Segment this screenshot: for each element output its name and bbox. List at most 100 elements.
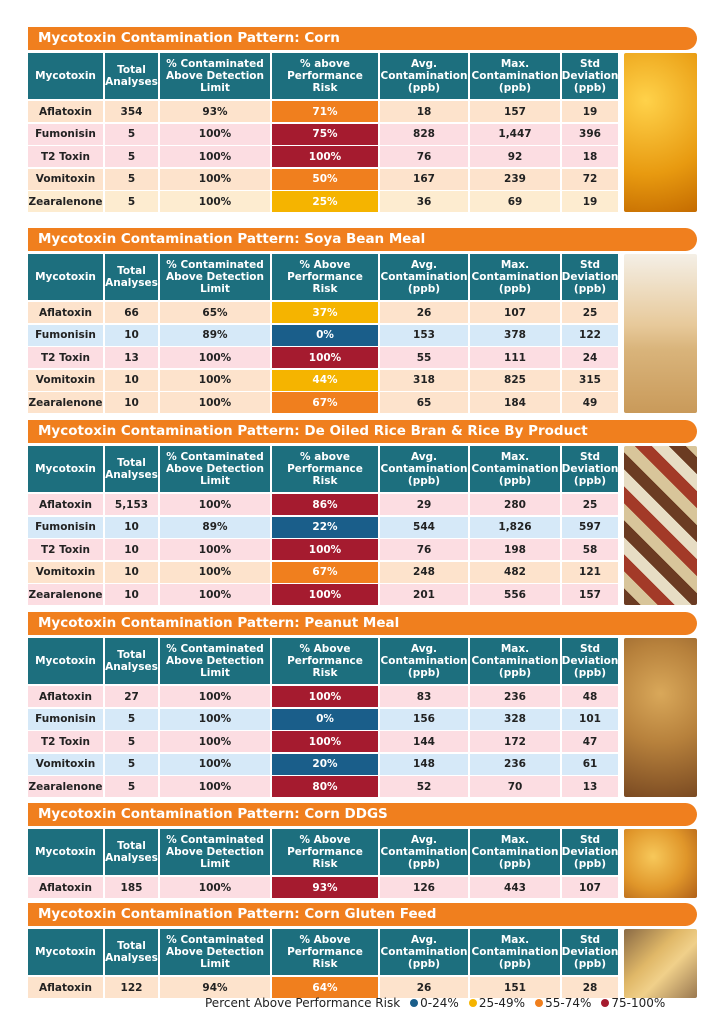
column-header: Avg. Contamination (ppb) (380, 53, 468, 99)
table-cell: T2 Toxin (28, 347, 103, 369)
column-header: Std Deviation (ppb) (562, 446, 618, 492)
table-cell: 100% (160, 686, 270, 708)
table-cell: 10 (105, 516, 158, 538)
table-cell: 100% (160, 753, 270, 775)
table-cell: T2 Toxin (28, 731, 103, 753)
table-cell: 100% (160, 191, 270, 213)
column-header: Std Deviation (ppb) (562, 254, 618, 300)
table-cell: 89% (160, 516, 270, 538)
table-cell: 107 (562, 877, 618, 899)
table-cell: 19 (562, 191, 618, 213)
legend-item: 55-74% (531, 996, 591, 1010)
table-cell: 5,153 (105, 494, 158, 516)
risk-cell: 100% (272, 146, 378, 168)
table-cell: 1,447 (470, 123, 560, 145)
table-cell: 156 (380, 708, 468, 730)
table-cell: 5 (105, 731, 158, 753)
legend-label: 0-24% (420, 996, 459, 1010)
table-cell: Vomitoxin (28, 168, 103, 190)
table-cell: 5 (105, 753, 158, 775)
legend-swatch (535, 999, 544, 1007)
table-cell: 100% (160, 776, 270, 798)
table-cell: 25 (562, 302, 618, 324)
legend-label: 75-100% (611, 996, 666, 1010)
table-cell: 111 (470, 347, 560, 369)
legend-title: Percent Above Performance Risk (205, 996, 401, 1010)
table-cell: 100% (160, 494, 270, 516)
table-cell: 49 (562, 392, 618, 414)
table-cell: 107 (470, 302, 560, 324)
risk-cell: 93% (272, 877, 378, 899)
table-cell: 100% (160, 539, 270, 561)
table-cell: Aflatoxin (28, 101, 103, 123)
legend-swatch (410, 999, 419, 1007)
table-cell: 92 (470, 146, 560, 168)
table-cell: 597 (562, 516, 618, 538)
table-cell: Fumonisin (28, 708, 103, 730)
table-cell: 93% (160, 101, 270, 123)
table-cell: 100% (160, 392, 270, 414)
table-cell: 328 (470, 708, 560, 730)
table-cell: 100% (160, 731, 270, 753)
column-header: Mycotoxin (28, 829, 103, 875)
table-cell: 121 (562, 561, 618, 583)
table-cell: 10 (105, 392, 158, 414)
table-cell: 126 (380, 877, 468, 899)
column-header: % Contaminated Above Detection Limit (160, 254, 270, 300)
table-cell: 48 (562, 686, 618, 708)
table-cell: 13 (562, 776, 618, 798)
column-header: Avg. Contamination (ppb) (380, 254, 468, 300)
table-cell: 61 (562, 753, 618, 775)
risk-cell: 100% (272, 731, 378, 753)
risk-cell: 37% (272, 302, 378, 324)
table-cell: 157 (562, 584, 618, 606)
table-cell: 65 (380, 392, 468, 414)
table-cell: 100% (160, 708, 270, 730)
section-image (624, 929, 697, 998)
table-cell: 556 (470, 584, 560, 606)
table-cell: 315 (562, 369, 618, 391)
table-cell: Fumonisin (28, 324, 103, 346)
column-header: Mycotoxin (28, 53, 103, 99)
table-cell: 26 (380, 977, 468, 999)
table-cell: 318 (380, 369, 468, 391)
column-header: % Contaminated Above Detection Limit (160, 829, 270, 875)
legend: Percent Above Performance Risk 0-24% 25-49… (205, 996, 665, 1010)
table-cell: 248 (380, 561, 468, 583)
table-cell: 167 (380, 168, 468, 190)
table-cell: Aflatoxin (28, 977, 103, 999)
risk-cell: 50% (272, 168, 378, 190)
risk-cell: 64% (272, 977, 378, 999)
table-cell: 66 (105, 302, 158, 324)
table-cell: Vomitoxin (28, 369, 103, 391)
table-cell: 29 (380, 494, 468, 516)
table-cell: Zearalenone (28, 392, 103, 414)
table-cell: 172 (470, 731, 560, 753)
table-cell: Aflatoxin (28, 494, 103, 516)
column-header: Max. Contamination (ppb) (470, 929, 560, 975)
table-cell: 89% (160, 324, 270, 346)
column-header: Avg. Contamination (ppb) (380, 638, 468, 684)
risk-cell: 71% (272, 101, 378, 123)
table-cell: 36 (380, 191, 468, 213)
section: Mycotoxin Contamination Pattern: Soya Be… (28, 228, 697, 415)
column-header: % Above Performance Risk (272, 929, 378, 975)
table-cell: 5 (105, 168, 158, 190)
column-header: Std Deviation (ppb) (562, 638, 618, 684)
column-header: % Above Performance Risk (272, 829, 378, 875)
section: Mycotoxin Contamination Pattern: De Oile… (28, 420, 697, 607)
risk-cell: 20% (272, 753, 378, 775)
section-title: Mycotoxin Contamination Pattern: Corn (28, 27, 697, 50)
table-cell: Vomitoxin (28, 753, 103, 775)
table-cell: 18 (380, 101, 468, 123)
table-cell: 100% (160, 123, 270, 145)
table-cell: 825 (470, 369, 560, 391)
table-cell: 144 (380, 731, 468, 753)
section-image (624, 829, 697, 898)
section-title: Mycotoxin Contamination Pattern: Corn Gl… (28, 903, 697, 926)
table-cell: 5 (105, 123, 158, 145)
risk-cell: 25% (272, 191, 378, 213)
table-cell: 828 (380, 123, 468, 145)
column-header: Total Analyses (105, 638, 158, 684)
